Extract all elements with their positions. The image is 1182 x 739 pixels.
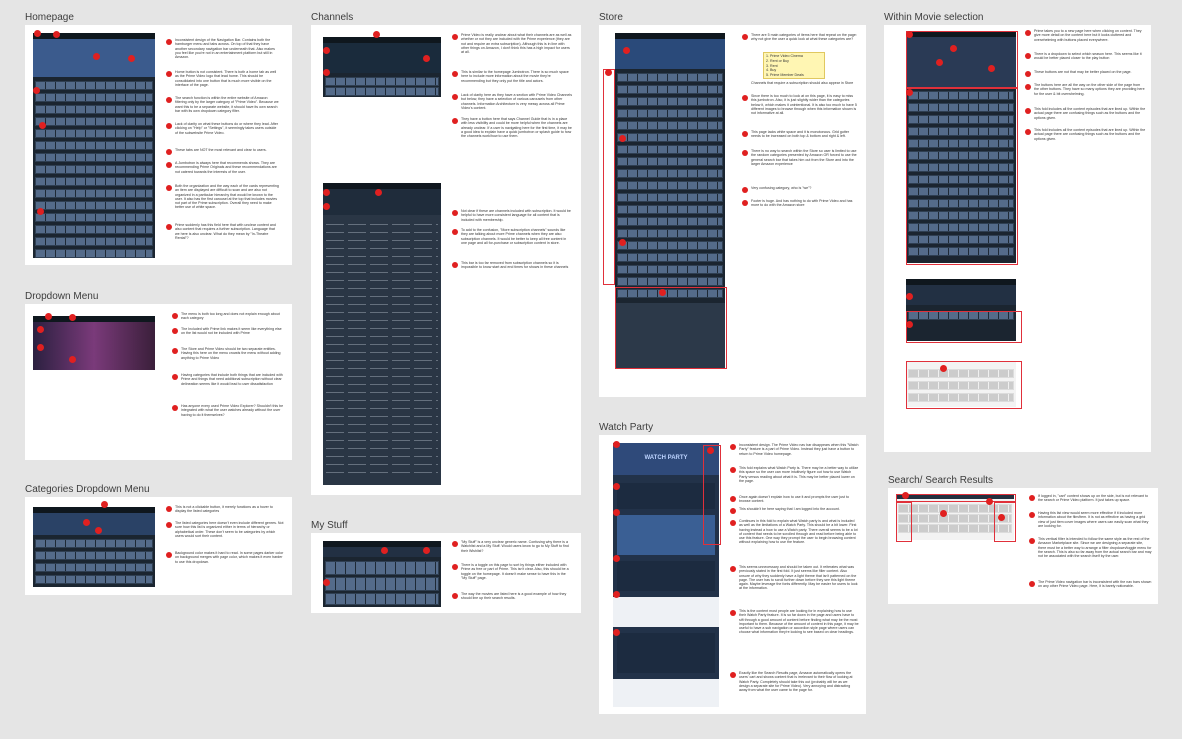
- watchparty-note-8: Exactly like the Search Results page, Am…: [739, 671, 853, 693]
- store-list-2: 2. Rent or Buy: [766, 59, 789, 63]
- store-note-4: This page lacks white space and it is mo…: [751, 130, 850, 139]
- channels-note-5: Not clear if these are channels included…: [461, 209, 571, 222]
- dropdown-screenshot: [33, 316, 155, 370]
- movie-detail-screenshot: [906, 279, 1016, 341]
- watchparty-note-3: Once again doesn't explain how to use it…: [739, 495, 849, 504]
- movie-note-3: These buttons are not that may be better…: [1034, 70, 1132, 74]
- homepage-note-8: Prime suddenly has this field here that …: [175, 223, 276, 240]
- channels-note-3: Lack of clarity here as they have a sect…: [461, 93, 572, 110]
- board-search: If logged in, "cart" content shows up on…: [888, 488, 1158, 604]
- homepage-screenshot: [33, 33, 155, 258]
- board-dropdown: The menu is both too long and does not e…: [25, 304, 292, 460]
- watchparty-note-2: This fold explains what Watch Party is. …: [739, 466, 859, 483]
- marker-5: [33, 87, 40, 94]
- homepage-note-2: Home button is not consistent. There is …: [175, 70, 277, 87]
- store-footer-highlight: [615, 287, 727, 369]
- watchparty-note-5: Continues in this fold to explain what W…: [739, 519, 858, 545]
- store-note-7: Footer is huge. And has nothing to do wi…: [751, 199, 853, 208]
- frame-title-watchparty: Watch Party: [599, 422, 654, 433]
- frame-title-categories: Categories Dropdown Menu: [25, 484, 150, 495]
- board-watchparty: WATCH PARTY Inconsistent design. The Pri…: [599, 435, 866, 714]
- homepage-note-7: Both the organization and the way each o…: [175, 184, 279, 210]
- movie-note-2: There is a dropdown to select which seas…: [1034, 52, 1142, 61]
- dropdown-note-3: The Store and Prime Video should be two …: [181, 347, 281, 360]
- frame-title-within-movie: Within Movie selection: [884, 12, 984, 23]
- board-channels: Prime Video is really unclear about what…: [311, 25, 581, 495]
- watchparty-note-6: This seems unnecessary and should be tak…: [739, 565, 858, 591]
- channels-note-6: To add to the confusion, "More subscript…: [461, 228, 567, 245]
- watchparty-note-4: This shouldn't be here saying that I am …: [739, 507, 840, 511]
- channels-note-1: Prime Video is really unclear about what…: [461, 33, 572, 55]
- store-note-6: Very confusing category, who is "we"?: [751, 186, 812, 190]
- board-homepage: Inconsistent design of the Navigation Ba…: [25, 25, 292, 265]
- store-list-4: 4. Buy: [766, 68, 777, 72]
- frame-title-homepage: Homepage: [25, 12, 74, 23]
- dropdown-note-1: The menu is both too long and does not e…: [181, 312, 280, 321]
- movie-screenshot: [906, 31, 1016, 263]
- dropdown-note-5: Has anyone every used Prime Video Explor…: [181, 404, 284, 417]
- marker-1: [34, 30, 41, 37]
- frame-title-dropdown: Dropdown Menu: [25, 291, 99, 302]
- movie-note-6: This fold includes all the content episo…: [1034, 128, 1146, 141]
- store-note-3: Since there is too much to look at on th…: [751, 94, 857, 116]
- search-note-1: If logged in, "cart" content shows up on…: [1038, 494, 1149, 503]
- categories-screenshot: [33, 507, 155, 587]
- store-note-2: Channels that require a subscription sho…: [751, 81, 854, 85]
- marker-4: [128, 55, 135, 62]
- marker-7: [37, 208, 44, 215]
- movie-episodes-highlight: [906, 87, 1018, 265]
- watchparty-hero-title: WATCH PARTY: [644, 455, 688, 461]
- categories-note-3: Background color makes it hard to read. …: [175, 551, 284, 564]
- movie-note-4: The buttons here are all the way on the …: [1034, 83, 1145, 96]
- store-list-1: 1. Prime Video Cinema: [766, 54, 803, 58]
- store-highlight: [603, 69, 615, 285]
- mystuff-note-3: The way the movies are listed here is a …: [461, 592, 567, 601]
- store-category-list: 1. Prime Video Cinema 2. Rent or Buy 3. …: [763, 52, 825, 79]
- frame-title-mystuff: My Stuff: [311, 520, 348, 531]
- board-mystuff: "My Stuff" is a very unclear generic nam…: [311, 533, 581, 613]
- marker-2: [53, 31, 60, 38]
- mystuff-note-1: "My Stuff" is a very unclear generic nam…: [461, 540, 569, 553]
- channels-screenshot-top: [323, 37, 441, 97]
- dropdown-note-2: The Included with Prime link makes it se…: [181, 327, 282, 336]
- movie-detail-light-screenshot: [906, 361, 1016, 407]
- homepage-note-1: Inconsistent design of the Navigation Ba…: [175, 38, 275, 60]
- frame-title-channels: Channels: [311, 12, 354, 23]
- mystuff-note-2: There is a toggle on this page to sort b…: [461, 563, 569, 580]
- dropdown-note-4: Having categories that include both thin…: [181, 373, 283, 386]
- movie-note-5: This fold includes all the content episo…: [1034, 107, 1146, 120]
- store-screenshot: [615, 33, 725, 368]
- board-within-movie: Prime takes you to a new page here when …: [884, 25, 1151, 452]
- frame-title-store: Store: [599, 12, 623, 23]
- channels-guide-screenshot: [323, 183, 441, 485]
- homepage-note-4: Lack of clarity on what these buttons do…: [175, 122, 279, 135]
- frame-title-search: Search/ Search Results: [888, 475, 994, 486]
- watchparty-note-1: Inconsistent design. The Prime Video nav…: [739, 443, 859, 456]
- movie-hero-highlight: [906, 31, 1018, 89]
- store-note-1: There are 5 main categories of items her…: [751, 33, 857, 42]
- homepage-note-3: The search function is within the entire…: [175, 96, 279, 113]
- store-note-5: There is no way to search within the Sto…: [751, 149, 857, 166]
- search-note-2: Having this list view would seem more ef…: [1038, 511, 1149, 528]
- watchparty-cart-highlight: [703, 445, 721, 545]
- store-list-5: 5. Prime Member Deals: [766, 73, 804, 77]
- board-store: There are 5 main categories of items her…: [599, 25, 866, 397]
- channels-note-7: This bar is too far removed from subscri…: [461, 261, 569, 270]
- channels-note-4: They have a button here that says Channe…: [461, 117, 572, 139]
- search-note-3: This vertical filter is intended to foll…: [1038, 537, 1152, 559]
- categories-note-1: This is not a clickable button, it merel…: [175, 505, 273, 514]
- watchparty-note-7: This is the content most people are look…: [739, 609, 859, 635]
- categories-note-2: The listed categories here doesn't even …: [175, 521, 284, 538]
- movie-note-1: Prime takes you to a new page here when …: [1034, 29, 1142, 42]
- homepage-note-5: These tabs are NOT the most relevant and…: [175, 148, 267, 152]
- store-list-3: 3. Rent: [766, 64, 778, 68]
- marker-3: [93, 53, 100, 60]
- board-categories: This is not a clickable button, it merel…: [25, 497, 292, 595]
- channels-note-2: This is similar to the homepage Jumbotro…: [461, 70, 569, 83]
- search-note-4: The Prime Video navigation bar is incons…: [1038, 580, 1152, 589]
- marker-6: [39, 122, 46, 129]
- homepage-note-6: A Jumbotron is always here that recommen…: [175, 161, 277, 174]
- watchparty-screenshot: WATCH PARTY: [613, 443, 719, 707]
